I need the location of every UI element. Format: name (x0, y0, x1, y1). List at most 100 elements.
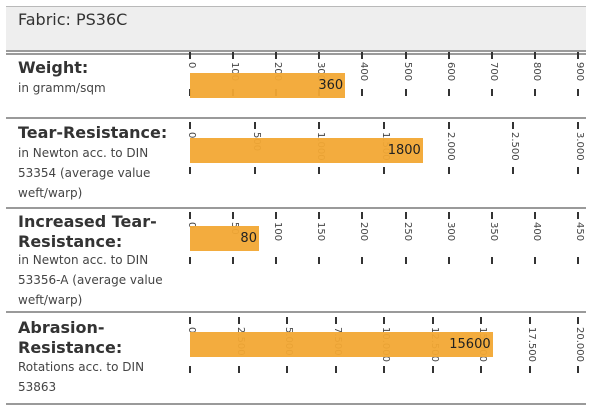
axis-tick-label: 200 (358, 222, 370, 242)
value-bar (190, 138, 423, 163)
axis-tick-label: 700 (487, 62, 499, 82)
row-subtitle-line: 53354 (average value (18, 166, 151, 180)
axis-tick (383, 366, 385, 373)
axis-tick (404, 257, 407, 264)
value-bar (190, 332, 493, 357)
axis-tick (189, 212, 191, 219)
axis-tick (533, 89, 536, 96)
axis-tick (334, 317, 337, 324)
axis-tick (490, 52, 493, 59)
value-bar (190, 226, 259, 251)
axis-tick (431, 366, 434, 373)
axis-tick (237, 317, 240, 324)
row-subtitle-line: in Newton acc. to DIN (18, 253, 149, 267)
axis-tick (253, 122, 256, 129)
axis-tick (237, 366, 240, 373)
axis-tick (533, 257, 536, 264)
axis-tick (447, 122, 450, 129)
axis-tick-label: 0 (186, 62, 197, 69)
axis-tick (275, 212, 278, 219)
axis-tick-label: 150 (315, 222, 327, 242)
axis-tick (361, 257, 364, 264)
row-divider (6, 311, 586, 313)
axis-tick (361, 212, 364, 219)
axis-tick (318, 52, 321, 59)
axis-tick (404, 89, 407, 96)
axis-tick-label: 3.000 (574, 132, 585, 161)
axis-tick (577, 212, 579, 219)
axis-tick (490, 212, 493, 219)
row-title-line: Weight: (18, 58, 89, 77)
axis-tick (383, 122, 385, 129)
axis-tick (577, 167, 579, 174)
row-subtitle-line: in Newton acc. to DIN (18, 146, 149, 160)
axis-tick (286, 317, 288, 324)
axis-tick-label: 250 (401, 222, 413, 242)
axis-tick (447, 257, 450, 264)
axis-tick (577, 122, 579, 129)
axis-tick (447, 52, 450, 59)
axis-tick (490, 257, 493, 264)
axis-tick-label: 900 (574, 62, 585, 82)
axis-tick-label: 500 (401, 62, 413, 82)
axis-tick-label: 400 (530, 222, 542, 242)
axis-tick (577, 257, 579, 264)
axis-tick (189, 167, 191, 174)
axis-tick (533, 212, 536, 219)
axis-tick-label: 100 (272, 222, 284, 242)
axis-tick-label: 300 (444, 222, 456, 242)
axis-tick (528, 366, 531, 373)
axis-tick (447, 167, 450, 174)
bar-value-label: 15600 (449, 337, 491, 352)
axis-tick (189, 257, 191, 264)
axis-tick (383, 167, 385, 174)
row-subtitle-line: Rotations acc. to DIN (18, 360, 145, 374)
axis-tick-label: 450 (574, 222, 585, 242)
axis-tick (577, 52, 579, 59)
axis-tick (512, 167, 515, 174)
row-divider (6, 53, 586, 55)
axis-tick-label: 17.500 (525, 327, 537, 362)
axis-tick (232, 52, 235, 59)
row-title-line: Resistance: (18, 338, 123, 357)
row-title-line: Tear-Resistance: (18, 123, 168, 142)
row-divider (6, 207, 586, 209)
row-subtitle-line: weft/warp) (18, 186, 83, 200)
bar-value-label: 360 (318, 78, 344, 93)
row-title-line: Resistance: (18, 232, 123, 251)
axis-tick (189, 122, 191, 129)
value-bar (190, 73, 346, 98)
axis-tick (189, 366, 191, 373)
axis-tick (275, 52, 278, 59)
axis-tick-label: 600 (444, 62, 456, 82)
axis-tick (189, 52, 191, 59)
axis-tick (253, 167, 256, 174)
axis-tick (232, 257, 235, 264)
row-title-line: Abrasion- (18, 318, 105, 337)
row-subtitle-line: weft/warp) (18, 293, 83, 307)
axis-tick (480, 317, 482, 324)
fabric-header: Fabric: PS36C (6, 6, 586, 52)
axis-tick (404, 212, 407, 219)
axis-tick (275, 257, 278, 264)
axis-tick (361, 52, 364, 59)
axis-tick-label: 350 (487, 222, 499, 242)
axis-tick (512, 122, 515, 129)
axis-tick (286, 366, 288, 373)
axis-tick (577, 317, 579, 324)
axis-tick-label: 400 (358, 62, 370, 82)
axis-tick (383, 317, 385, 324)
axis-tick (528, 317, 531, 324)
axis-tick (447, 89, 450, 96)
axis-tick (404, 52, 407, 59)
axis-tick (480, 366, 482, 373)
row-divider (6, 117, 586, 119)
axis-tick-label: 2.000 (444, 132, 456, 161)
axis-tick-label: 2.500 (509, 132, 521, 161)
axis-tick (318, 167, 321, 174)
axis-tick (533, 52, 536, 59)
axis-tick (431, 317, 434, 324)
fabric-title: Fabric: PS36C (18, 10, 128, 29)
bar-chart: 05010015020025030035040045080 (186, 210, 588, 266)
